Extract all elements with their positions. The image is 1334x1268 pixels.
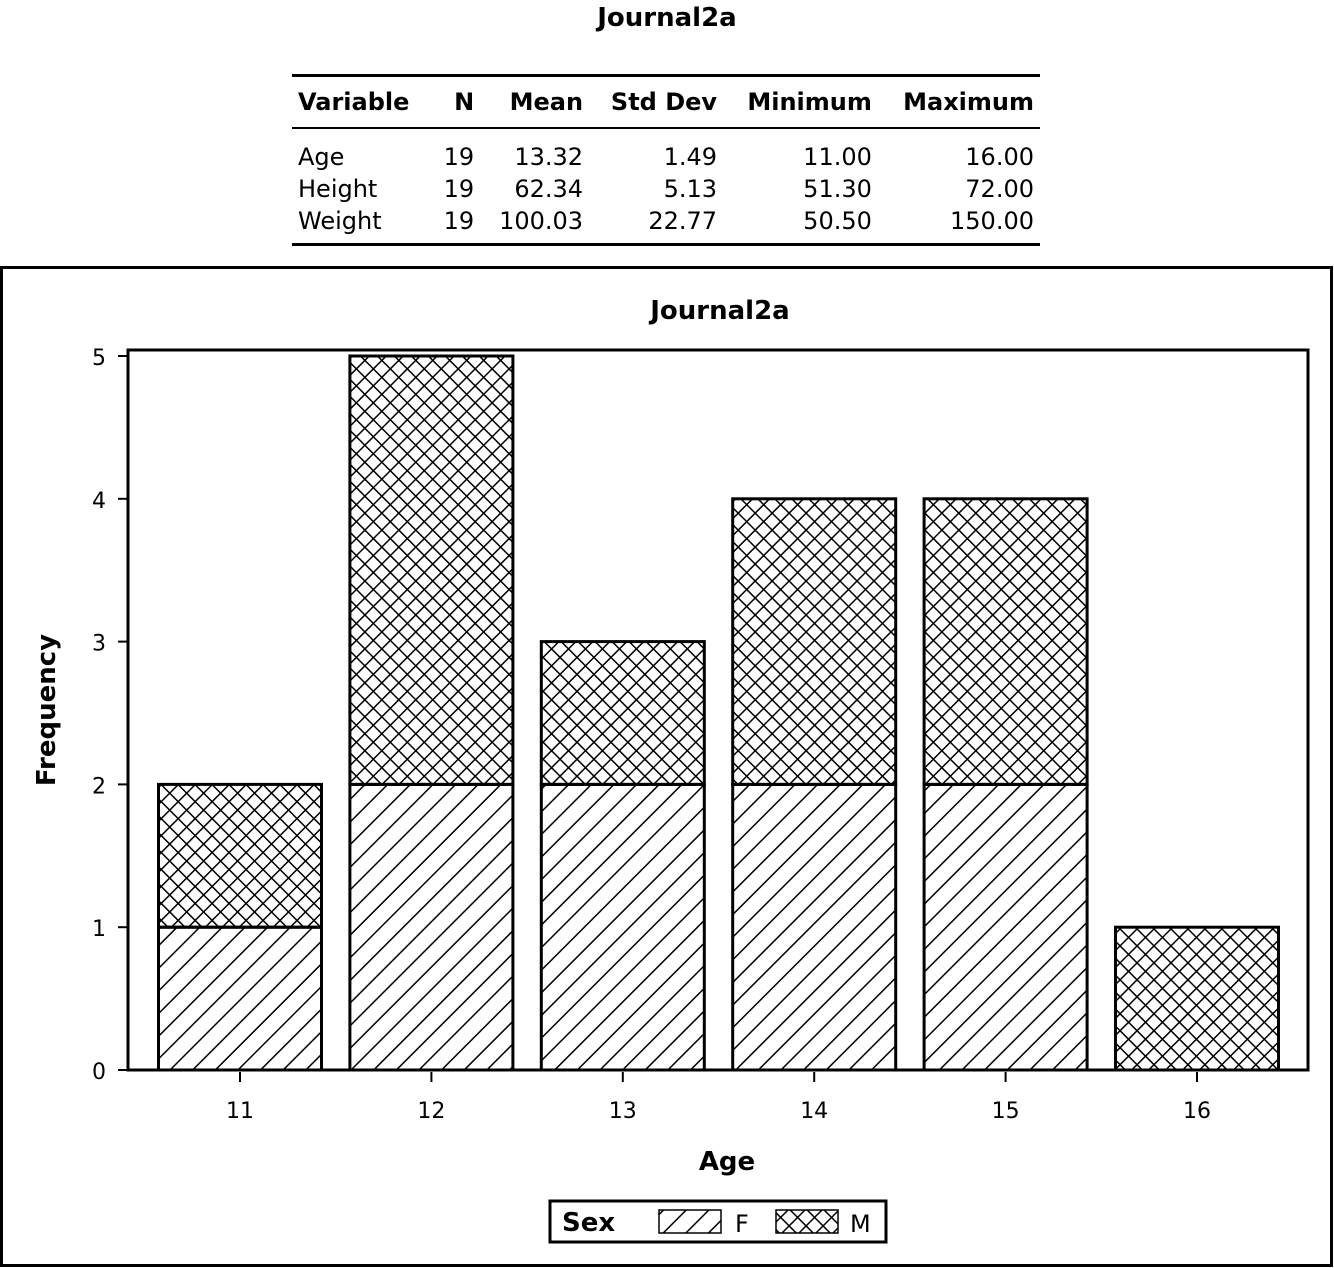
summary-statistics-table: Variable N Mean Std Dev Minimum Maximum … (292, 74, 1040, 246)
bar-f-11 (157, 925, 323, 1072)
col-header: Std Dev (589, 74, 724, 129)
y-tick-label: 5 (92, 346, 106, 371)
y-tick-label: 1 (92, 917, 106, 942)
legend-label-f: F (735, 1210, 749, 1238)
bar-m-14 (731, 497, 898, 786)
table-cell: Weight (292, 205, 432, 246)
x-tick-label: 13 (609, 1099, 637, 1124)
table-cell: 19 (443, 175, 475, 203)
table-cell: 72.00 (965, 175, 1034, 203)
table-cell: 13.32 (514, 143, 584, 171)
x-axis-label: Age (699, 1147, 755, 1177)
x-tick-label: 11 (226, 1099, 254, 1124)
bar-f-12 (348, 782, 515, 1072)
legend-swatch-f (658, 1209, 722, 1234)
table-cell: 5.13 (663, 175, 718, 203)
col-header: Maximum (877, 74, 1040, 129)
bar-f-13 (539, 782, 706, 1072)
bar-f-14 (731, 782, 898, 1072)
table-cell: Age (298, 143, 345, 171)
table-cell: 19 (443, 143, 475, 171)
x-tick-label: 14 (800, 1099, 828, 1124)
chart-frame (0, 266, 1333, 1267)
y-tick-label: 3 (92, 632, 106, 657)
bar-m-15 (922, 497, 1089, 786)
y-tick-label: 2 (92, 774, 106, 799)
col-header: Mean (480, 74, 590, 129)
legend-swatch-m (775, 1209, 839, 1234)
table-cell: 1.49 (663, 143, 718, 171)
bar-m-11 (157, 782, 323, 929)
plot-area (126, 348, 1310, 1072)
table-row: Height 19 62.34 5.13 51.30 72.00 (292, 173, 1040, 205)
y-axis-label: Frequency (32, 634, 62, 786)
y-tick-label: 4 (92, 489, 106, 514)
table-cell: 50.50 (723, 205, 878, 246)
x-tick-label: 12 (417, 1099, 445, 1124)
table-cell: Height (298, 175, 378, 203)
col-header: Variable (292, 74, 432, 129)
bar-m-13 (539, 640, 706, 786)
legend-label-m: M (850, 1210, 871, 1238)
table-cell: 22.77 (589, 205, 724, 246)
x-tick-label: 16 (1183, 1099, 1211, 1124)
table-cell: 62.34 (514, 175, 584, 203)
chart-title: Journal2a (648, 296, 789, 326)
table-cell: 11.00 (803, 143, 872, 171)
bar-f-15 (922, 782, 1089, 1072)
table-cell: 19 (431, 205, 481, 246)
table-cell: 51.30 (803, 175, 872, 203)
table-cell: 100.03 (480, 205, 590, 246)
table-title: Journal2a (597, 3, 737, 33)
col-header: N (431, 74, 481, 129)
table-cell: 150.00 (877, 205, 1040, 246)
legend-title: Sex (562, 1208, 615, 1238)
table-row: Age 19 13.32 1.49 11.00 16.00 (292, 128, 1040, 173)
table-row: Weight 19 100.03 22.77 50.50 150.00 (292, 205, 1040, 246)
table-cell: 16.00 (965, 143, 1034, 171)
legend: Sex F M (548, 1199, 888, 1244)
y-tick-label: 0 (92, 1060, 106, 1085)
bar-m-16 (1114, 925, 1280, 1072)
col-header: Minimum (723, 74, 878, 129)
bar-m-12 (348, 354, 515, 786)
x-tick-label: 15 (992, 1099, 1020, 1124)
